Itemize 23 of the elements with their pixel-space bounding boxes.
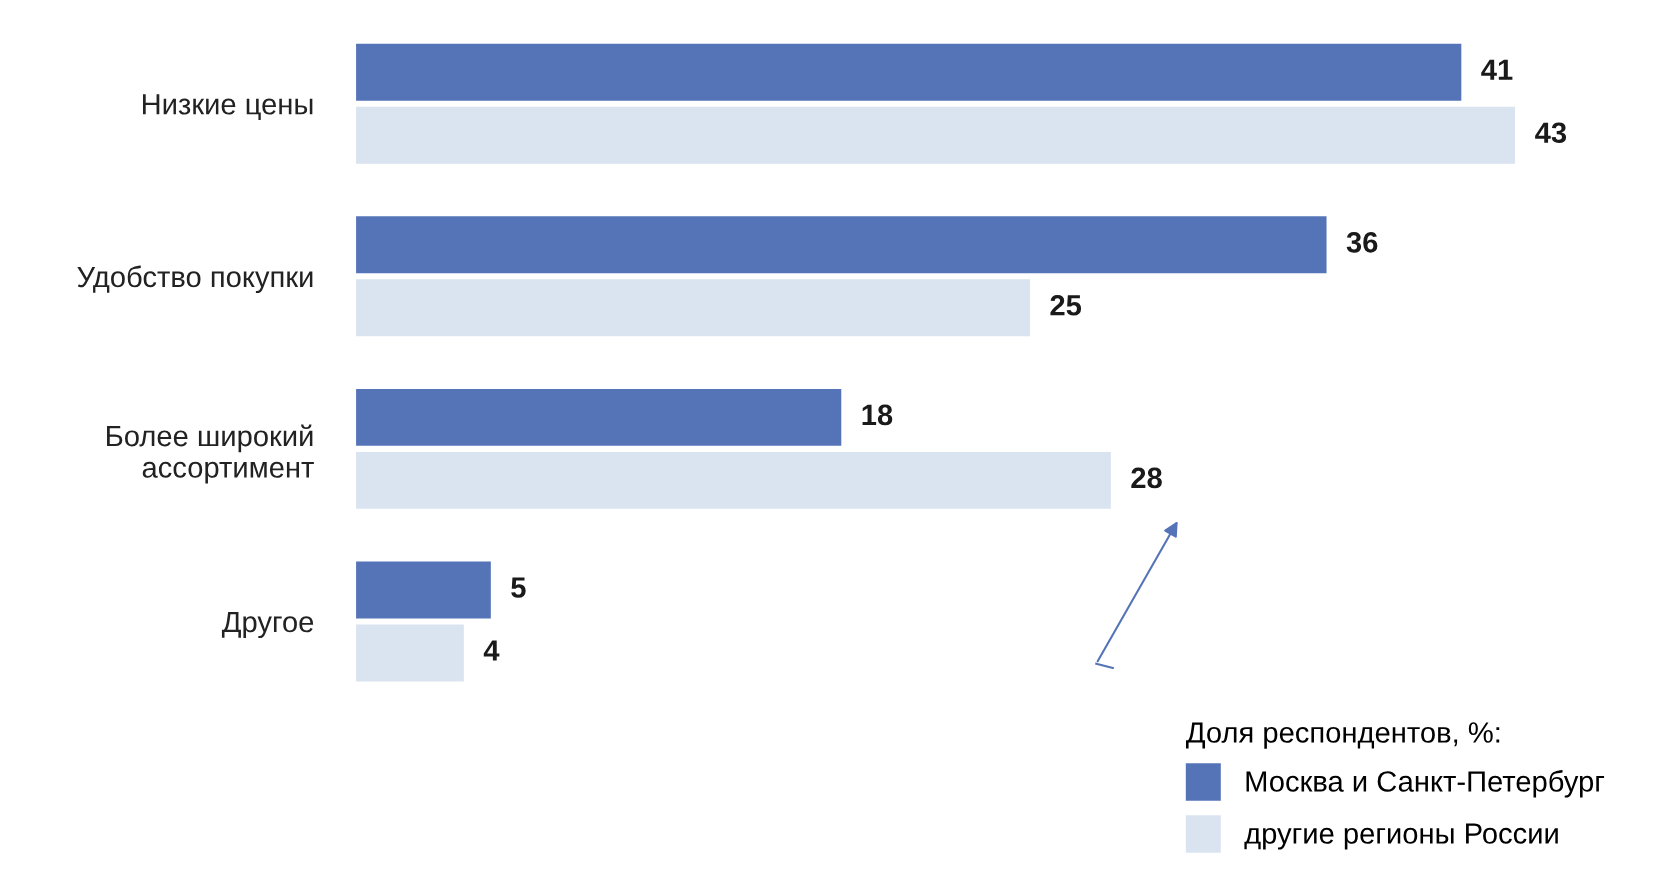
- bar: [356, 388, 842, 446]
- legend-label: Москва и Санкт-Петербург: [1246, 770, 1605, 798]
- data-label: 36: [1346, 231, 1378, 253]
- data-label: 5: [511, 577, 526, 598]
- data-label: 28: [1131, 467, 1162, 489]
- bar: [356, 279, 1030, 337]
- y-tick-label: Низкие цены: [143, 94, 313, 121]
- data-label: 4: [483, 640, 500, 661]
- y-tick-label: Более широкий ассортимент: [107, 424, 314, 484]
- bar: [356, 216, 1327, 274]
- data-label: 41: [1481, 59, 1513, 80]
- data-label: 25: [1050, 294, 1082, 316]
- bar: [356, 106, 1516, 164]
- bar: [356, 624, 464, 682]
- legend-title: Доля респондентов, %:: [1186, 722, 1500, 749]
- data-label: 18: [862, 404, 893, 426]
- bar: [356, 43, 1462, 101]
- y-tick-label: Удобство покупки: [77, 265, 313, 294]
- legend-label: другие регионы России: [1244, 823, 1558, 850]
- data-label: 43: [1535, 122, 1567, 144]
- bar: [356, 451, 1111, 509]
- bar: [356, 561, 491, 619]
- y-tick-label: Другое: [221, 611, 314, 639]
